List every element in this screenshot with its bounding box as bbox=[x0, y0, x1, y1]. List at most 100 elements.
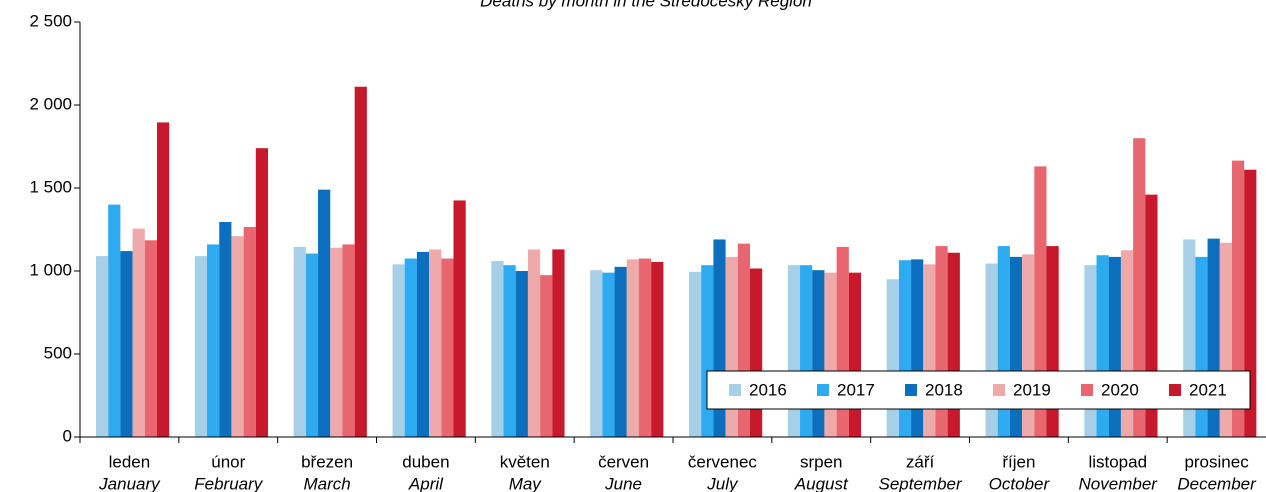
y-tick-label: 2 000 bbox=[29, 94, 72, 113]
bar bbox=[96, 256, 109, 437]
x-tick-label: duben bbox=[402, 452, 449, 471]
bar bbox=[886, 279, 899, 437]
bar bbox=[552, 249, 565, 437]
bar bbox=[416, 251, 430, 437]
y-tick-label: 1 000 bbox=[29, 260, 72, 279]
bar bbox=[194, 256, 208, 437]
bar bbox=[354, 86, 367, 438]
bar bbox=[318, 189, 331, 437]
x-tick-sublabel: May bbox=[509, 474, 543, 492]
x-tick-sublabel: March bbox=[303, 474, 350, 492]
legend-swatch bbox=[817, 384, 829, 396]
bar bbox=[701, 265, 714, 437]
x-tick-label: srpen bbox=[800, 452, 843, 471]
legend-label: 2021 bbox=[1189, 380, 1227, 399]
bar bbox=[219, 222, 232, 437]
bar bbox=[590, 270, 603, 437]
bar bbox=[330, 247, 343, 437]
bar bbox=[614, 266, 627, 437]
bar bbox=[305, 253, 319, 437]
bar bbox=[812, 270, 825, 437]
bar bbox=[1009, 256, 1023, 437]
bar bbox=[626, 259, 639, 437]
x-tick-label: květen bbox=[500, 452, 550, 471]
bar bbox=[602, 272, 615, 437]
legend-swatch bbox=[993, 384, 1005, 396]
x-tick-sublabel: September bbox=[878, 474, 962, 492]
bar bbox=[787, 265, 801, 437]
bar bbox=[231, 236, 244, 437]
bar bbox=[255, 148, 269, 437]
bar bbox=[848, 272, 862, 437]
legend-label: 2017 bbox=[837, 380, 875, 399]
bar bbox=[540, 275, 553, 437]
bar bbox=[725, 256, 738, 437]
bar bbox=[824, 272, 837, 437]
bar bbox=[342, 244, 355, 437]
bar bbox=[491, 261, 504, 437]
x-tick-sublabel: November bbox=[1079, 474, 1159, 492]
x-tick-sublabel: October bbox=[989, 474, 1051, 492]
bar bbox=[1096, 255, 1109, 437]
bar bbox=[1108, 256, 1121, 437]
bar bbox=[453, 200, 466, 437]
bar bbox=[750, 268, 763, 437]
x-tick-sublabel: August bbox=[794, 474, 849, 492]
y-tick-label: 2 500 bbox=[29, 11, 72, 30]
x-tick-label: leden bbox=[109, 452, 151, 471]
y-tick-label: 1 500 bbox=[29, 177, 72, 196]
bar bbox=[144, 240, 157, 437]
bar bbox=[1244, 169, 1257, 438]
x-tick-sublabel: February bbox=[194, 474, 264, 492]
bar bbox=[1034, 166, 1047, 438]
bar bbox=[1133, 138, 1146, 437]
legend-swatch bbox=[1081, 384, 1093, 396]
legend-swatch bbox=[1169, 384, 1181, 396]
bar bbox=[800, 265, 813, 437]
bar bbox=[132, 228, 145, 437]
x-tick-label: říjen bbox=[1002, 452, 1035, 471]
x-tick-label: červenec bbox=[688, 452, 757, 471]
bar bbox=[898, 260, 912, 437]
bar bbox=[108, 204, 121, 437]
bar bbox=[515, 271, 528, 437]
bar bbox=[157, 122, 170, 438]
x-tick-label: únor bbox=[211, 452, 245, 471]
x-tick-label: prosinec bbox=[1184, 452, 1249, 471]
chart-title: Deaths by month in the Středočeský Regio… bbox=[480, 0, 812, 10]
x-tick-label: červen bbox=[598, 452, 649, 471]
bar bbox=[911, 259, 924, 437]
bar bbox=[985, 263, 998, 437]
x-tick-sublabel: January bbox=[98, 474, 161, 492]
x-tick-sublabel: April bbox=[408, 474, 444, 492]
x-tick-sublabel: July bbox=[706, 474, 739, 492]
bar bbox=[689, 271, 702, 437]
legend-box bbox=[706, 370, 1251, 410]
bar bbox=[293, 246, 306, 437]
legend: 2016 2017 2018 2019 2020 2021 bbox=[706, 370, 1251, 410]
bar bbox=[923, 264, 936, 437]
bar bbox=[651, 261, 664, 437]
legend-label: 2020 bbox=[1101, 380, 1139, 399]
legend-label: 2016 bbox=[749, 380, 787, 399]
bar bbox=[503, 265, 516, 437]
legend-swatch bbox=[905, 384, 917, 396]
bar bbox=[120, 251, 133, 437]
bar bbox=[1231, 160, 1245, 438]
bar bbox=[638, 258, 652, 437]
x-tick-label: září bbox=[906, 452, 935, 471]
y-tick-label: 500 bbox=[44, 343, 72, 362]
legend-swatch bbox=[729, 384, 741, 396]
bar bbox=[243, 227, 256, 437]
bar bbox=[527, 249, 541, 437]
bar bbox=[404, 258, 417, 437]
bar bbox=[392, 264, 405, 437]
bar bbox=[1022, 254, 1035, 437]
bar bbox=[207, 244, 220, 437]
bar bbox=[1084, 265, 1097, 437]
legend-label: 2019 bbox=[1013, 380, 1051, 399]
x-tick-sublabel: December bbox=[1177, 474, 1257, 492]
x-tick-label: březen bbox=[301, 452, 353, 471]
bar bbox=[429, 249, 442, 437]
